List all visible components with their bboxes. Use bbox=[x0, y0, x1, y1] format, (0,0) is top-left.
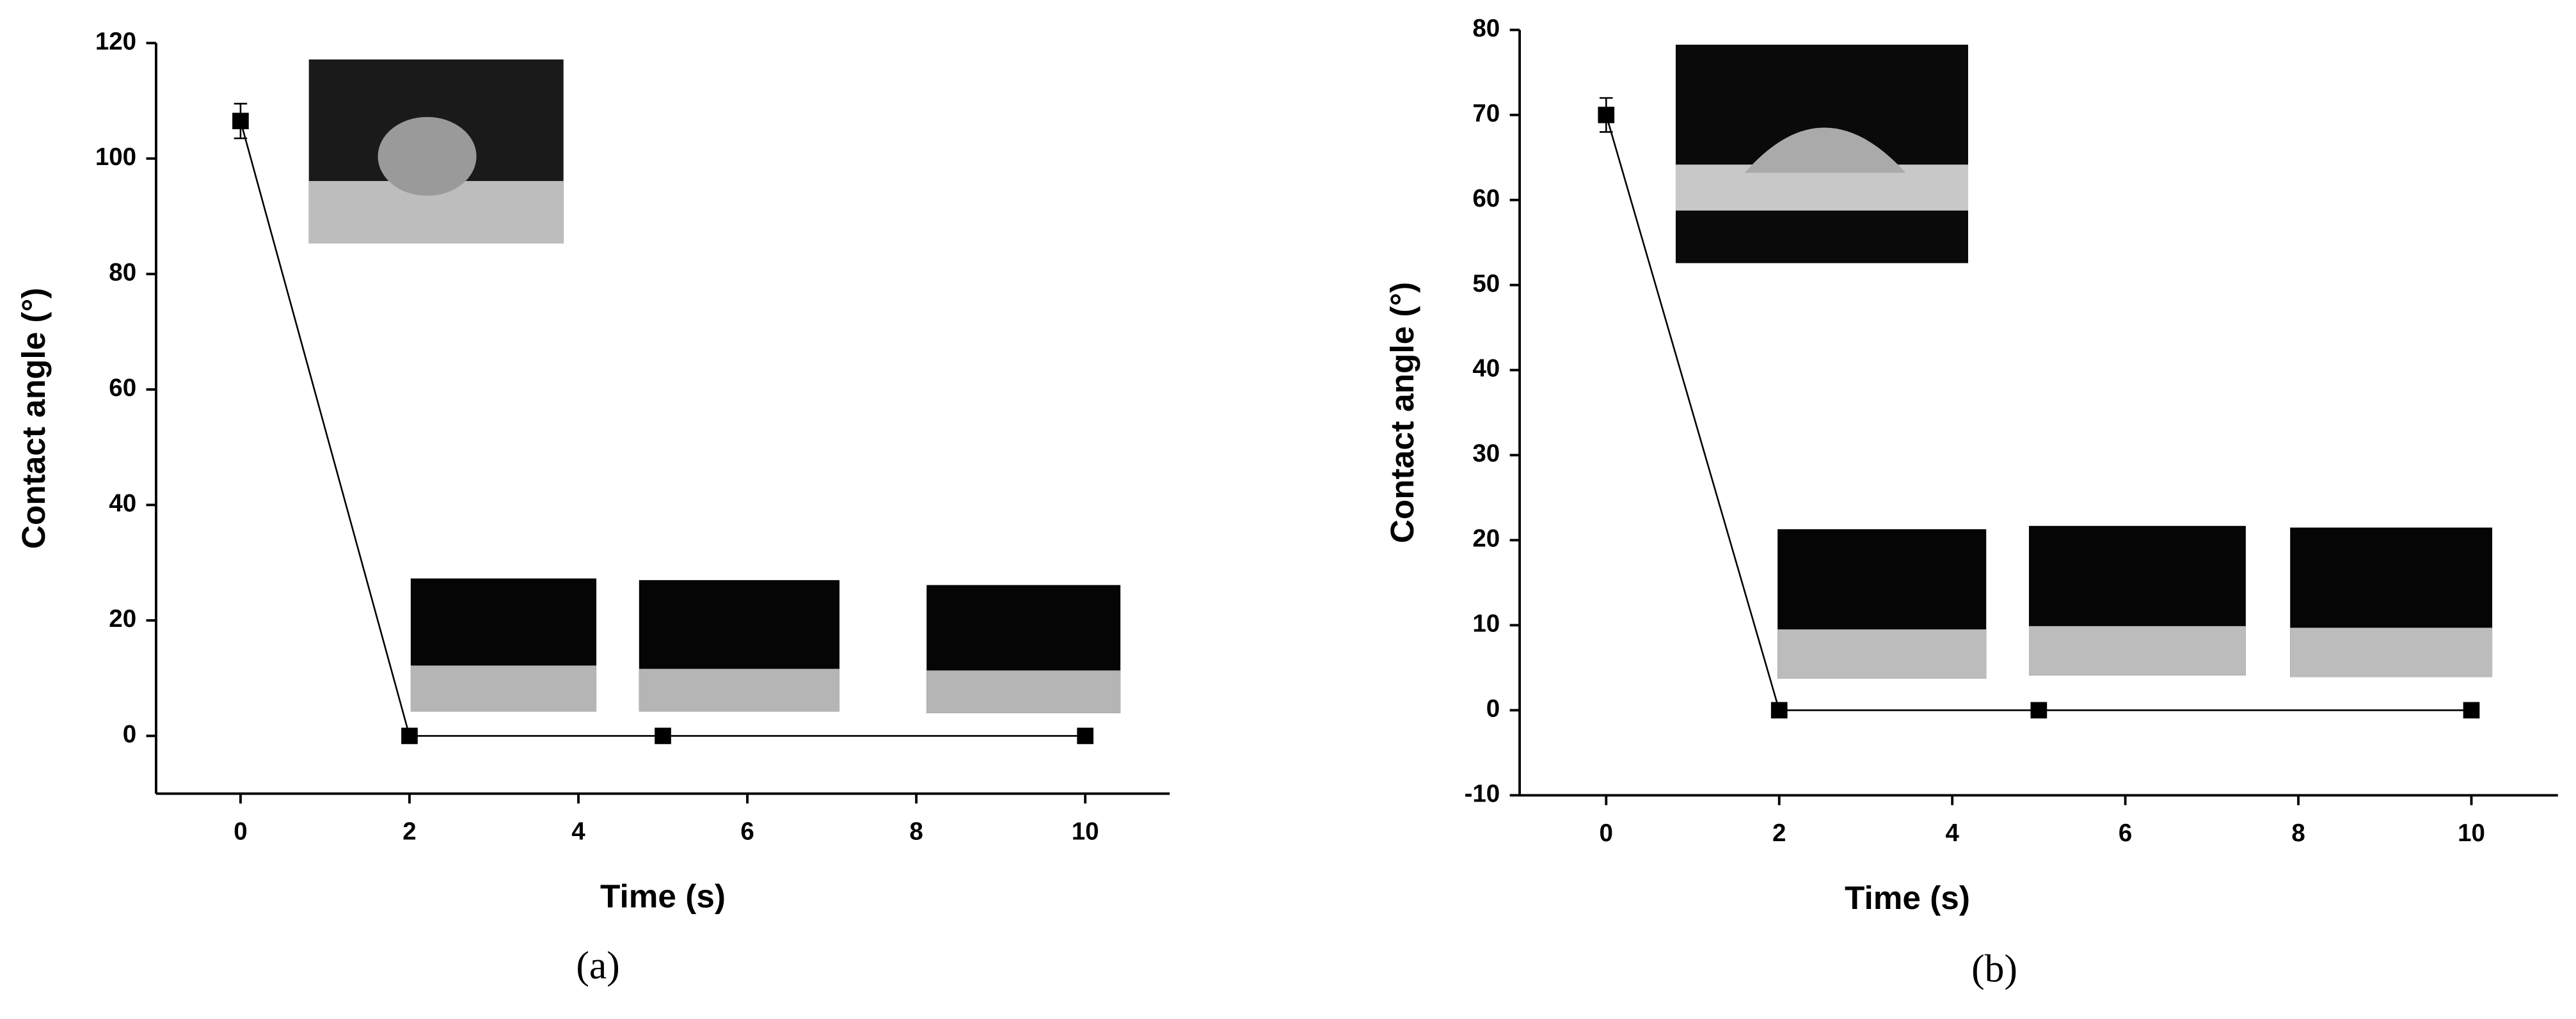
marker bbox=[1770, 702, 1788, 719]
x-tick-label: 0 bbox=[234, 818, 247, 845]
x-tick-label: 6 bbox=[740, 818, 754, 845]
photo bbox=[378, 116, 477, 196]
x-tick-label: 0 bbox=[1600, 819, 1613, 847]
x-tick-label: 8 bbox=[2291, 819, 2305, 847]
photo bbox=[2028, 626, 2246, 675]
y-tick-label: 100 bbox=[95, 143, 136, 171]
chart-panel: -10 0 10 20 30 40 50 60 70 80 0 2 4 6 8 10 Time (s) Conta… bbox=[1384, 15, 2558, 991]
chart-panel: 0 20 40 60 80 100 120 0 2 4 6 8 10 Time (s) Contact an… bbox=[15, 28, 1170, 988]
y-tick-label: 60 bbox=[1472, 185, 1500, 212]
y-tick-label: 50 bbox=[1472, 270, 1500, 297]
y-tick-label: 0 bbox=[123, 721, 136, 748]
photo bbox=[926, 670, 1121, 713]
y-tick-label: 60 bbox=[109, 374, 136, 402]
photo bbox=[639, 668, 840, 712]
x-tick-label: 2 bbox=[402, 818, 416, 845]
marker bbox=[2463, 702, 2480, 719]
data-line bbox=[239, 120, 1086, 737]
x-tick-label: 10 bbox=[2458, 819, 2485, 847]
x-axis-title: Time (s) bbox=[1845, 880, 1970, 916]
marker bbox=[401, 727, 418, 745]
marker bbox=[1598, 106, 1615, 123]
y-tick-label: 80 bbox=[1472, 15, 1500, 42]
x-tick-label: 8 bbox=[909, 818, 923, 845]
photo bbox=[410, 665, 597, 712]
x-tick-label: 2 bbox=[1772, 819, 1786, 847]
marker bbox=[2030, 702, 2047, 719]
marker bbox=[1077, 727, 1093, 745]
x-tick-label: 10 bbox=[1072, 818, 1099, 845]
marker bbox=[655, 727, 671, 745]
y-tick-label: 30 bbox=[1472, 440, 1500, 468]
y-tick-label: 80 bbox=[109, 259, 136, 287]
y-axis-title: Contact angle (°) bbox=[15, 288, 52, 549]
inset-photos bbox=[308, 44, 2493, 713]
y-tick-label: 40 bbox=[1472, 355, 1500, 383]
y-tick-label: 20 bbox=[1472, 525, 1500, 553]
data-line bbox=[1605, 115, 2472, 711]
y-tick-label: 20 bbox=[109, 605, 136, 633]
photo bbox=[1777, 629, 1987, 679]
marker bbox=[232, 113, 249, 129]
panel-label: (b) bbox=[1971, 947, 2017, 991]
y-tick-label: -10 bbox=[1465, 780, 1500, 807]
x-tick-label: 4 bbox=[571, 818, 585, 845]
photo bbox=[1744, 127, 1906, 173]
x-axis-title: Time (s) bbox=[600, 878, 726, 915]
y-tick-label: 40 bbox=[109, 490, 136, 517]
y-tick-label: 0 bbox=[1486, 695, 1500, 722]
x-tick-label: 4 bbox=[1945, 819, 1959, 847]
y-tick-label: 120 bbox=[95, 28, 136, 55]
y-tick-label: 10 bbox=[1472, 610, 1500, 638]
y-tick-label: 70 bbox=[1472, 100, 1500, 127]
panel-label: (a) bbox=[576, 944, 619, 988]
photo bbox=[2290, 628, 2493, 677]
x-tick-label: 6 bbox=[2119, 819, 2132, 847]
y-axis-title: Contact angle (°) bbox=[1384, 282, 1420, 543]
